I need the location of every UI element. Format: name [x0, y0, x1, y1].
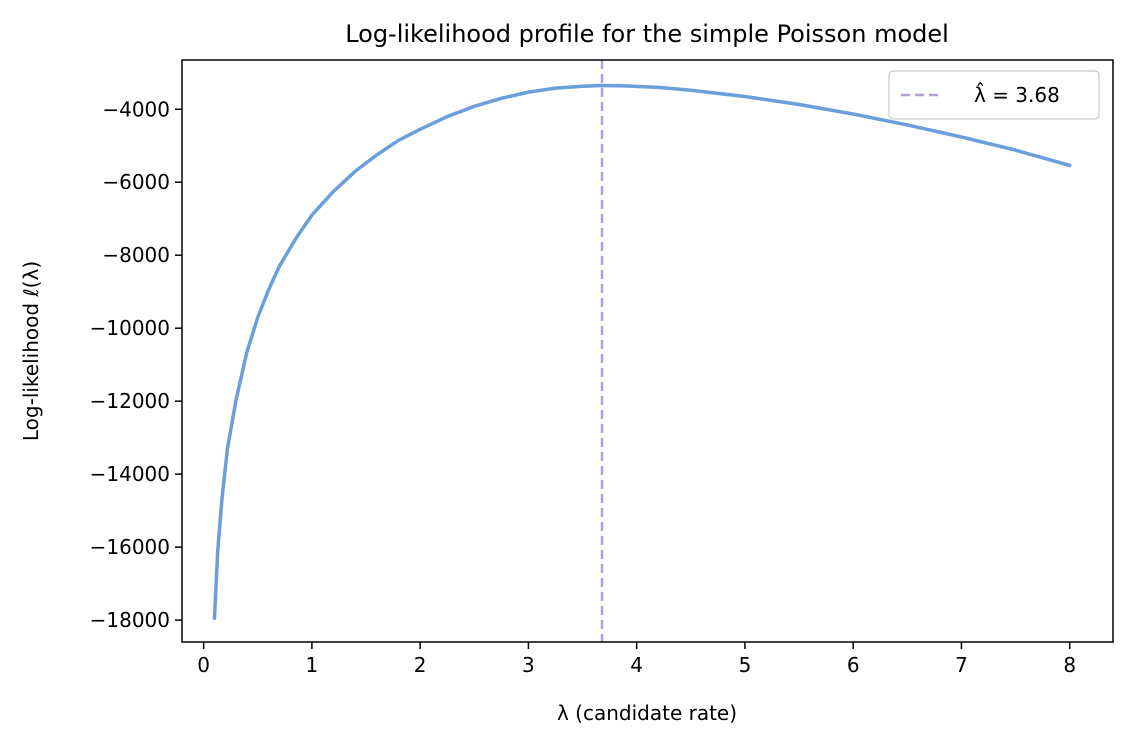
- y-tick-label: −10000: [90, 316, 170, 340]
- legend: λ̂ = 3.68: [888, 70, 1100, 120]
- x-tick-label: 7: [955, 653, 968, 677]
- x-tick-label: 8: [1063, 653, 1076, 677]
- x-tick-label: 6: [847, 653, 860, 677]
- chart-title: Log-likelihood profile for the simple Po…: [345, 20, 949, 48]
- legend-box: [888, 70, 1100, 120]
- y-tick-label: −4000: [102, 97, 170, 121]
- y-axis: −18000 −16000 −14000 −12000 −10000 −8000 −6000…: [90, 97, 182, 632]
- x-tick-label: 0: [197, 653, 210, 677]
- plot-area: [182, 60, 1113, 642]
- y-tick-label: −8000: [102, 243, 170, 267]
- x-axis-label: λ (candidate rate): [557, 701, 737, 725]
- log-likelihood-line: [212, 83, 1072, 621]
- x-tick-label: 2: [414, 653, 427, 677]
- y-tick-label: −12000: [90, 389, 170, 413]
- plot-content: [212, 60, 1072, 642]
- x-tick-label: 1: [306, 653, 319, 677]
- plot-frame: [181, 59, 1114, 643]
- x-axis: 0 1 2 3 4 5 6 7 8: [197, 642, 1076, 677]
- x-tick-label: 5: [739, 653, 752, 677]
- y-tick-label: −14000: [90, 462, 170, 486]
- legend-label: λ̂ = 3.68: [974, 82, 1060, 107]
- x-tick-label: 3: [522, 653, 535, 677]
- y-axis-label: Log-likelihood ℓ(λ): [19, 261, 43, 441]
- y-tick-label: −18000: [90, 608, 170, 632]
- y-tick-label: −6000: [102, 170, 170, 194]
- x-tick-label: 4: [630, 653, 643, 677]
- y-tick-label: −16000: [90, 535, 170, 559]
